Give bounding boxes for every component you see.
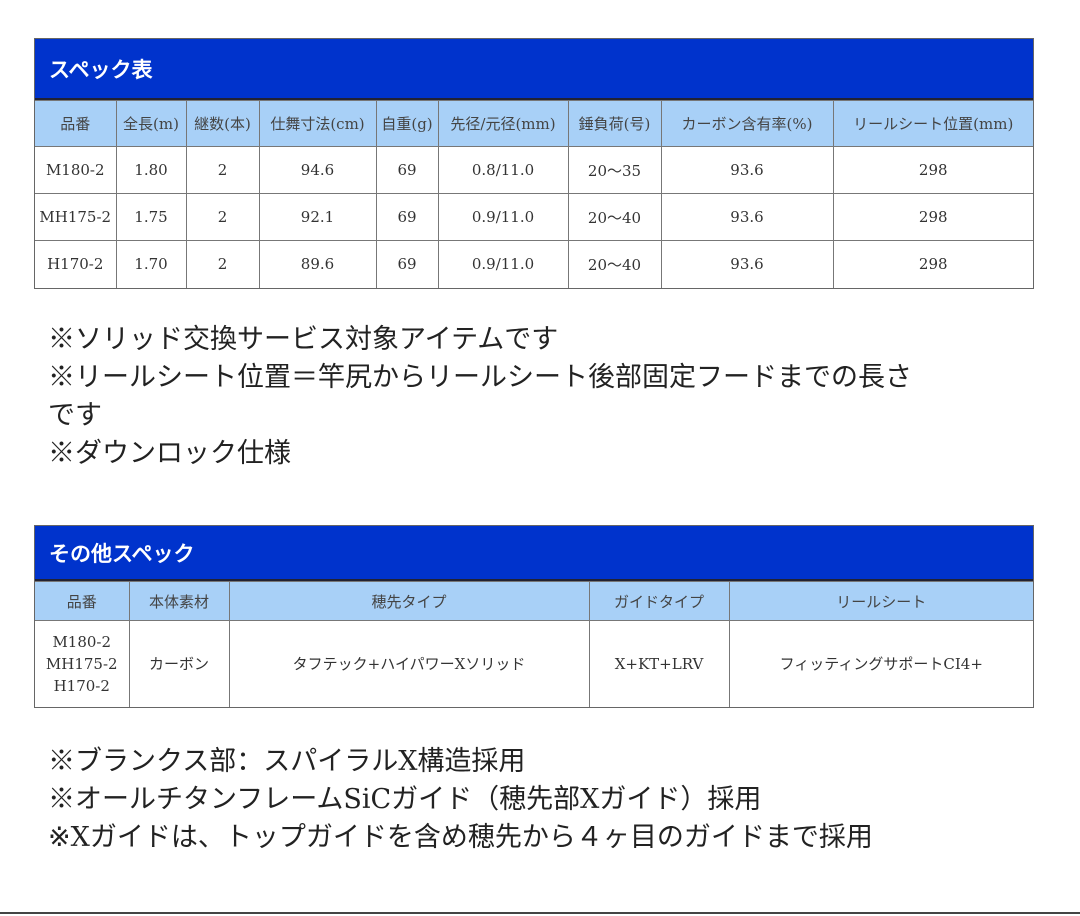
table-cell: 20〜40 <box>567 240 662 288</box>
spec-table-title: スペック表 <box>35 39 1033 100</box>
material-cell: カーボン <box>128 620 230 707</box>
header-cell: リールシート位置(mm) <box>832 100 1033 147</box>
table-cell: 1.80 <box>115 146 187 194</box>
note: ※オールチタンフレームSiCガイド（穂先部Xガイド）採用 <box>48 784 762 815</box>
divider <box>0 912 1080 914</box>
header-cell: 品番 <box>35 581 130 621</box>
tip-type-cell: タフテック+ハイパワーXソリッド <box>228 620 590 707</box>
header-cell: 全長(m) <box>115 100 187 147</box>
table-cell: MH175-2 <box>35 193 117 241</box>
note: ※ブランクス部：スパイラルX構造採用 <box>48 746 526 777</box>
spec-table: スペック表 品番 全長(m) 継数(本) 仕舞寸法(cm) 自重(g) 先径/元径(mm)… <box>34 38 1034 289</box>
model: H170-2 <box>53 676 110 695</box>
table-cell: 0.9/11.0 <box>437 193 569 241</box>
header-cell: 穂先タイプ <box>228 581 590 621</box>
header-cell: カーボン含有率(%) <box>660 100 834 147</box>
header-cell: 仕舞寸法(cm) <box>258 100 377 147</box>
table-cell: 69 <box>375 193 439 241</box>
notes-other: ※ブランクス部：スパイラルX構造採用 ※オールチタンフレームSiCガイド（穂先部… <box>48 743 873 857</box>
table-cell: 93.6 <box>660 146 834 194</box>
table-row: M180-2 MH175-2 H170-2 カーボン タフテック+ハイパワーXソ… <box>35 620 1033 707</box>
table-row: H170-2 1.70 2 89.6 69 0.9/11.0 20〜40 93.6 298 <box>35 240 1033 288</box>
other-spec-table: その他スペック 品番 本体素材 穂先タイプ ガイドタイプ リールシート M180… <box>34 525 1034 708</box>
header-cell: 本体素材 <box>128 581 230 621</box>
table-cell: 298 <box>832 193 1033 241</box>
header-cell: ガイドタイプ <box>588 581 730 621</box>
note: ※Xガイドは、トップガイドを含め穂先から４ヶ目のガイドまで採用 <box>48 822 873 853</box>
table-cell: 298 <box>832 146 1033 194</box>
table-cell: 298 <box>832 240 1033 288</box>
header-cell: 自重(g) <box>375 100 439 147</box>
table-cell: H170-2 <box>35 240 117 288</box>
reel-seat-cell: フィッティングサポートCI4+ <box>728 620 1033 707</box>
note: ※ソリッド交換サービス対象アイテムです <box>48 324 559 355</box>
table-cell: 20〜40 <box>567 193 662 241</box>
header-cell: 品番 <box>35 100 117 147</box>
guide-type-cell: X+KT+LRV <box>588 620 730 707</box>
table-cell: 2 <box>185 146 260 194</box>
table-cell: 0.9/11.0 <box>437 240 569 288</box>
table-cell: 20〜35 <box>567 146 662 194</box>
table-cell: 93.6 <box>660 193 834 241</box>
model: M180-2 <box>52 632 112 651</box>
header-cell: リールシート <box>728 581 1033 621</box>
note: です <box>48 400 102 431</box>
note: ※ダウンロック仕様 <box>48 438 291 469</box>
table-cell: 2 <box>185 240 260 288</box>
models-cell: M180-2 MH175-2 H170-2 <box>35 620 130 707</box>
header-cell: 先径/元径(mm) <box>437 100 569 147</box>
other-spec-title: その他スペック <box>35 526 1033 581</box>
table-cell: 94.6 <box>258 146 377 194</box>
model: MH175-2 <box>45 654 118 673</box>
table-cell: 0.8/11.0 <box>437 146 569 194</box>
table-cell: 92.1 <box>258 193 377 241</box>
table-cell: 93.6 <box>660 240 834 288</box>
table-cell: M180-2 <box>35 146 117 194</box>
header-cell: 錘負荷(号) <box>567 100 662 147</box>
table-cell: 89.6 <box>258 240 377 288</box>
table-cell: 69 <box>375 240 439 288</box>
header-row: 品番 全長(m) 継数(本) 仕舞寸法(cm) 自重(g) 先径/元径(mm) 錘負荷(号)… <box>35 100 1033 147</box>
table-cell: 69 <box>375 146 439 194</box>
table-cell: 1.70 <box>115 240 187 288</box>
table-cell: 1.75 <box>115 193 187 241</box>
notes-spec: ※ソリッド交換サービス対象アイテムです ※リールシート位置＝竿尻からリールシート… <box>48 321 912 473</box>
table-row: MH175-2 1.75 2 92.1 69 0.9/11.0 20〜40 93.6 298 <box>35 193 1033 241</box>
table-row: M180-2 1.80 2 94.6 69 0.8/11.0 20〜35 93.6 298 <box>35 146 1033 194</box>
table-cell: 2 <box>185 193 260 241</box>
header-cell: 継数(本) <box>185 100 260 147</box>
note: ※リールシート位置＝竿尻からリールシート後部固定フードまでの長さ <box>48 362 912 393</box>
